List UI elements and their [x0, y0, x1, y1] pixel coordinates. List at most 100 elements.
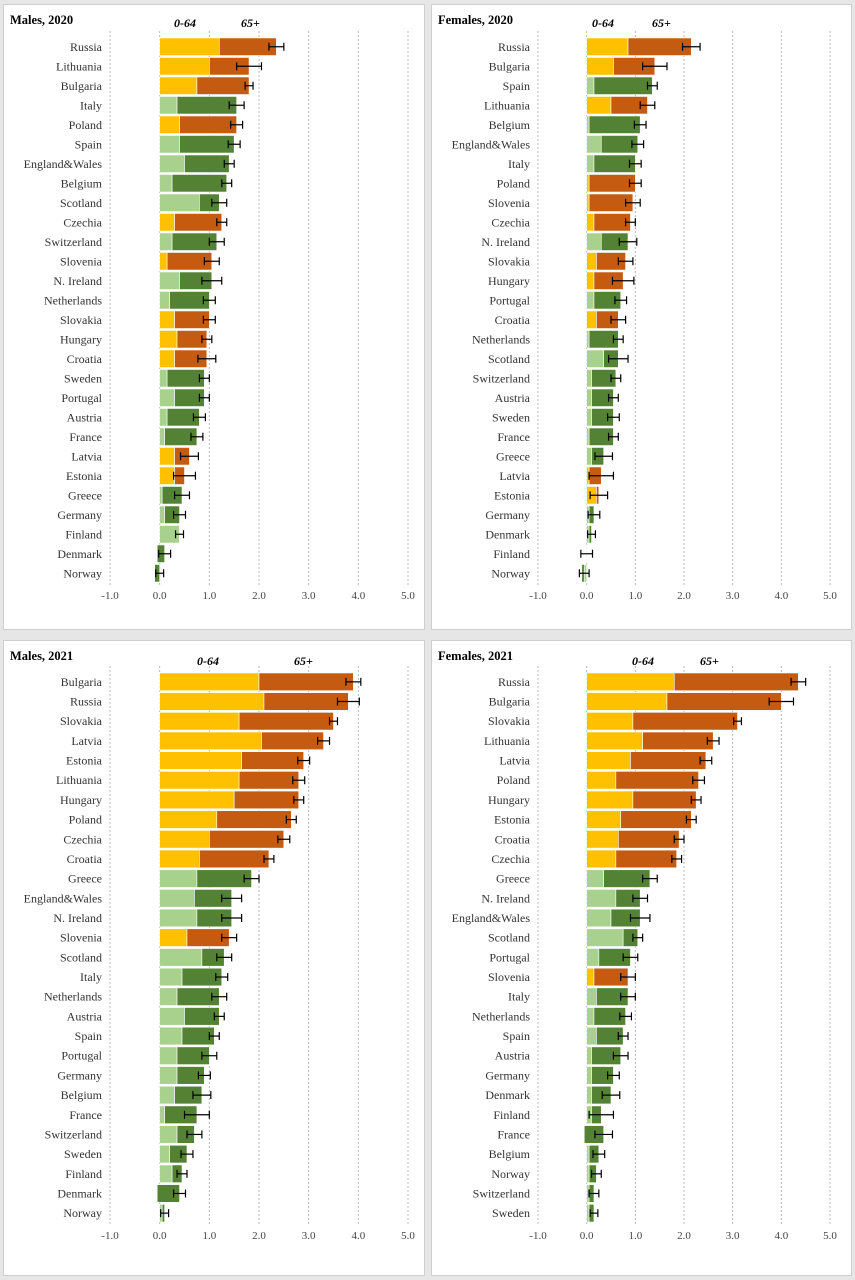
- bar-0-64: [586, 849, 617, 869]
- country-label: Switzerland: [473, 1186, 530, 1200]
- country-label: Germany: [57, 1068, 102, 1082]
- bar-0-64: [586, 232, 602, 251]
- country-label: Estonia: [66, 754, 103, 768]
- country-label: Sweden: [492, 1206, 530, 1220]
- age-group-label-0-64: 0-64: [197, 654, 219, 668]
- age-group-label-65plus: 65+: [294, 654, 313, 668]
- country-label: N. Ireland: [481, 235, 530, 249]
- country-label: Austria: [495, 1049, 531, 1063]
- bar-65plus: [238, 771, 300, 790]
- country-label: Spain: [75, 1029, 102, 1043]
- bar-0-64: [159, 908, 198, 928]
- country-label: Greece: [68, 872, 102, 886]
- country-label: Belgium: [61, 176, 103, 190]
- country-label: Finland: [493, 547, 530, 561]
- country-label: Denmark: [485, 1088, 530, 1102]
- country-label: England&Wales: [24, 891, 103, 905]
- chart-panel-males-2021: -1.0 0.0 1.0 2.0 3.0 4.0 5.0 Bulgaria Russia Slov…: [3, 640, 425, 1276]
- country-label: France: [497, 1127, 530, 1141]
- country-label: Lithuania: [56, 773, 103, 787]
- bar-0-64: [159, 1007, 185, 1026]
- bar-chart-males-2021: -1.0 0.0 1.0 2.0 3.0 4.0 5.0 Bulgaria Russia Slov…: [24, 666, 415, 1242]
- bar-0-64: [586, 712, 634, 731]
- country-label: England&Wales: [452, 911, 531, 925]
- country-label: Slovenia: [60, 254, 103, 268]
- country-label: Germany: [57, 508, 102, 522]
- bar-0-64: [586, 369, 592, 388]
- bar-0-64: [159, 771, 240, 790]
- bar-0-64: [586, 790, 634, 810]
- country-label: France: [69, 430, 102, 444]
- bar-0-64: [159, 408, 168, 427]
- bar-0-64: [586, 810, 622, 829]
- bar-0-64: [586, 908, 612, 928]
- country-label: Slovenia: [60, 931, 103, 945]
- x-tick-label: 1.0: [202, 590, 216, 602]
- country-label: Belgium: [489, 1147, 531, 1161]
- country-label: England&Wales: [452, 137, 531, 151]
- country-label: Norway: [491, 566, 530, 580]
- country-label: Germany: [485, 1068, 530, 1082]
- bar-0-64: [586, 1007, 595, 1026]
- country-label: Russia: [498, 40, 531, 54]
- country-label: Austria: [67, 410, 103, 424]
- country-label: Italy: [508, 990, 530, 1004]
- country-label: Finland: [65, 527, 102, 541]
- bar-65plus: [666, 692, 782, 711]
- bar-0-64: [159, 154, 185, 173]
- x-tick-label: -1.0: [529, 590, 547, 602]
- country-label: Slovakia: [488, 714, 531, 728]
- country-label: Switzerland: [45, 1127, 102, 1141]
- bar-0-64: [586, 447, 592, 466]
- country-label: N. Ireland: [481, 891, 530, 905]
- country-label: Italy: [508, 157, 530, 171]
- country-label: Greece: [496, 449, 530, 463]
- bar-65plus: [258, 672, 354, 691]
- country-label: Switzerland: [473, 371, 530, 385]
- bar-0-64: [586, 57, 614, 76]
- bar-0-64: [586, 869, 605, 888]
- country-label: N. Ireland: [53, 274, 102, 288]
- bar-0-64: [159, 232, 173, 251]
- bar-0-64: [586, 193, 590, 212]
- x-tick-label: 4.0: [774, 1230, 788, 1242]
- country-label: England&Wales: [24, 157, 103, 171]
- bar-65plus: [627, 37, 692, 56]
- bar-65plus: [630, 751, 707, 770]
- country-label: Latvia: [499, 754, 530, 768]
- x-tick-label: 0.0: [153, 590, 167, 602]
- bar-0-64: [159, 830, 210, 849]
- bar-65plus: [176, 96, 237, 115]
- bar-0-64: [159, 1125, 178, 1144]
- country-label: Slovakia: [488, 254, 531, 268]
- age-group-label-65plus: 65+: [241, 16, 260, 30]
- bar-0-64: [586, 1164, 590, 1183]
- x-tick-label: -1.0: [101, 590, 119, 602]
- country-label: Bulgaria: [61, 79, 103, 93]
- bar-0-64: [159, 330, 178, 349]
- bar-0-64: [586, 889, 617, 908]
- bar-65plus: [196, 869, 252, 888]
- x-tick-label: 3.0: [726, 1230, 740, 1242]
- bar-0-64: [159, 928, 188, 947]
- country-label: Sweden: [64, 371, 102, 385]
- bar-0-64: [586, 96, 612, 115]
- bar-0-64: [159, 193, 200, 212]
- country-label: Czechia: [491, 215, 530, 229]
- x-tick-label: 0.0: [153, 1230, 167, 1242]
- bar-65plus: [673, 672, 799, 691]
- country-label: Scotland: [488, 352, 530, 366]
- country-label: Portugal: [489, 950, 530, 964]
- bar-0-64: [586, 771, 617, 790]
- bar-0-64: [159, 135, 180, 154]
- bar-0-64: [586, 388, 592, 407]
- bar-0-64: [159, 76, 198, 95]
- country-label: Slovenia: [488, 970, 531, 984]
- country-label: Scotland: [60, 950, 102, 964]
- bar-0-64: [159, 810, 218, 829]
- x-tick-label: -1.0: [529, 1230, 547, 1242]
- bar-0-64: [159, 447, 175, 466]
- x-tick-label: 4.0: [351, 1230, 365, 1242]
- bar-0-64: [159, 1164, 173, 1183]
- x-tick-label: 4.0: [351, 590, 365, 602]
